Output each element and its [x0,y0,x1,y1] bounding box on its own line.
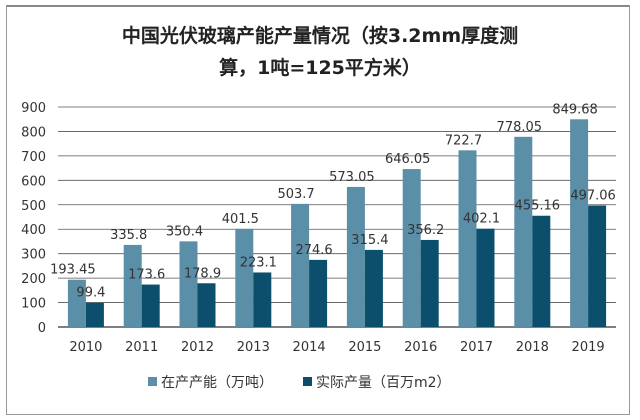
bar-capacity [346,186,365,327]
bar-capacity [123,244,142,327]
bar-capacity [514,136,533,327]
bar-production [420,239,439,327]
bar-production [476,228,495,327]
data-label: 573.05 [329,170,375,185]
data-label: 646.05 [385,152,431,167]
bar-production [141,284,160,327]
y-tick-label: 500 [21,199,46,214]
y-tick-label: 300 [21,248,46,263]
bar-production [309,259,328,327]
y-tick-label: 600 [21,174,46,189]
data-label: 315.4 [351,233,388,248]
y-tick-label: 400 [21,223,46,238]
data-label: 402.1 [463,212,500,227]
bar-production [364,249,383,327]
bar-production [197,283,216,327]
data-label: 99.4 [76,286,105,301]
x-tick-label: 2016 [404,340,437,355]
y-tick-label: 0 [38,321,46,336]
legend-swatch [148,377,157,386]
data-label: 503.7 [277,187,314,202]
x-tick-label: 2011 [125,340,158,355]
legend-label: 在产产能（万吨） [161,375,273,391]
chart-title-line2: 算，1吨=125平方米） [219,57,421,79]
data-label: 849.68 [552,102,598,117]
data-label: 173.6 [128,268,165,283]
bar-production [85,302,104,327]
bar-production [253,272,272,327]
data-label: 350.4 [166,224,203,239]
x-tick-label: 2015 [348,340,381,355]
legend-swatch [303,377,312,386]
y-tick-label: 900 [21,101,46,116]
x-tick-label: 2017 [460,340,493,355]
bar-capacity [291,203,310,327]
data-label: 722.7 [445,133,482,148]
bar-capacity [235,228,254,327]
data-label: 178.9 [184,266,221,281]
data-label: 274.6 [295,243,332,258]
x-tick-label: 2012 [181,340,214,355]
bar-production [588,205,607,327]
data-label: 335.8 [110,228,147,243]
data-label: 356.2 [407,223,444,238]
data-label: 455.16 [515,199,561,214]
x-tick-label: 2019 [572,340,605,355]
y-tick-label: 700 [21,150,46,165]
bar-capacity [570,119,589,327]
data-label: 223.1 [240,255,277,270]
x-tick-label: 2010 [69,340,102,355]
y-tick-label: 800 [21,125,46,140]
x-tick-label: 2014 [293,340,326,355]
bar-capacity [67,279,86,327]
x-tick-label: 2013 [237,340,270,355]
bar-production [532,215,551,327]
bar-capacity [402,169,421,327]
bar-capacity [458,150,477,327]
y-tick-label: 200 [21,272,46,287]
data-label: 778.05 [497,120,543,135]
x-tick-label: 2018 [516,340,549,355]
chart-title: 中国光伏玻璃产能产量情况（按3.2mm厚度测 算，1吨=125平方米） [0,20,640,84]
data-label: 497.06 [570,188,616,203]
bar-capacity [179,241,198,327]
chart-title-line1: 中国光伏玻璃产能产量情况（按3.2mm厚度测 [121,25,519,47]
data-label: 193.45 [50,263,96,278]
y-tick-label: 100 [21,297,46,312]
legend-label: 实际产量（百万m2） [316,375,451,391]
data-label: 401.5 [222,212,259,227]
